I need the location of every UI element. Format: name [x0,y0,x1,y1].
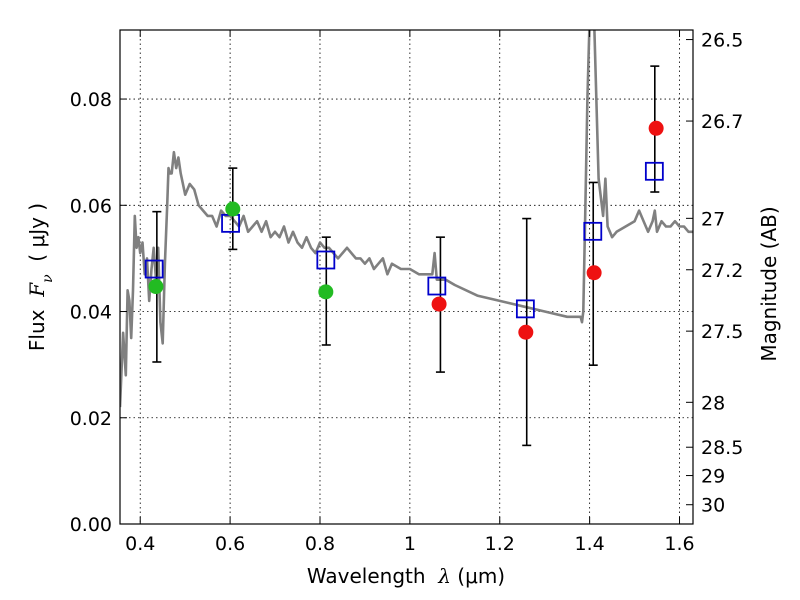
x-tick-label: 0.6 [215,533,245,555]
red-data-point [518,324,534,340]
right-axis-label: Magnitude (AB) [757,206,781,361]
x-tick-label: 1.6 [664,533,694,555]
right-tick-label: 29 [701,466,725,488]
right-tick-label: 28 [701,392,725,414]
red-data-point [648,120,664,136]
y-axis-label: Flux Fν ( μJy ) [25,203,56,351]
x-tick-label: 0.8 [305,533,335,555]
observed-points-layer [148,120,664,340]
right-tick-label: 27.5 [701,321,743,343]
green-data-point [318,284,334,300]
model-flux-box [144,259,164,279]
right-tick-label: 28.5 [701,437,743,459]
red-data-point [431,296,447,312]
red-data-point [586,265,602,281]
model-flux-box [515,299,535,319]
x-tick-label: 1.2 [485,533,515,555]
right-tick-label: 27.2 [701,260,743,282]
x-axis-label: Wavelength λ (μm) [307,564,505,588]
y-tick-label: 0.00 [70,514,112,536]
plot-frame [119,29,694,525]
axis-ticks: 0.4 0.6 0.8 1 1.2 1.4 1.6 0.00 0.02 0.04 0.06 0.08 2… [70,30,744,555]
right-tick-label: 30 [701,495,725,517]
right-tick-label: 26.5 [701,30,743,52]
green-data-point [225,201,241,217]
model-flux-box [427,276,447,296]
green-data-point [148,279,164,295]
model-spectrum-layer [120,30,693,408]
right-tick-label: 27 [701,208,725,230]
y-tick-label: 0.04 [70,302,112,324]
gridlines [120,30,693,525]
y-tick-label: 0.08 [70,89,112,111]
y-tick-label: 0.02 [70,408,112,430]
model-flux-box [316,250,336,270]
model-flux-box [644,161,664,181]
model-flux-box [583,221,603,241]
model-spectrum-line [120,30,693,408]
right-tick-label: 26.7 [701,111,743,133]
x-tick-label: 1.4 [575,533,605,555]
x-tick-label: 0.4 [125,533,155,555]
x-tick-label: 1 [404,533,416,555]
y-tick-label: 0.06 [70,195,112,217]
